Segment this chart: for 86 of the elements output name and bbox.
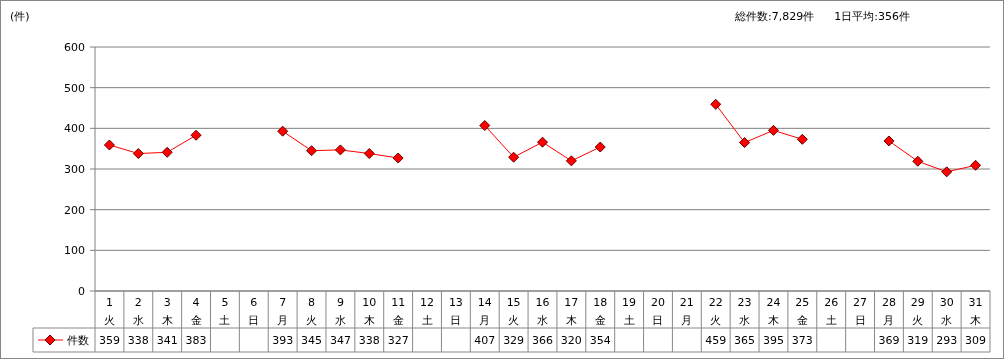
x-tick-label: 2 水 xyxy=(132,296,144,327)
x-tick-label: 21 月 xyxy=(679,296,694,327)
y-tick-label: 400 xyxy=(64,122,85,136)
point xyxy=(479,119,491,131)
x-tick-label: 27 日 xyxy=(853,296,868,327)
x-tick-label: 5 土 xyxy=(219,296,231,327)
data-label: 309 xyxy=(965,334,987,347)
x-tick-label: 19 土 xyxy=(622,296,637,327)
y-tick-label: 500 xyxy=(64,81,85,95)
data-label: 459 xyxy=(705,334,727,347)
point xyxy=(739,137,751,149)
data-label: 338 xyxy=(358,334,380,347)
x-tick-label: 4 金 xyxy=(190,296,202,327)
point xyxy=(941,166,953,178)
y-tick-label: 600 xyxy=(64,41,85,54)
data-label: 383 xyxy=(185,334,207,347)
x-tick-label: 18 金 xyxy=(593,296,608,327)
x-tick-label: 16 水 xyxy=(535,296,550,327)
y-tick-label: 0 xyxy=(78,285,85,298)
x-tick-label: 14 月 xyxy=(477,296,492,327)
x-tick-label: 24 木 xyxy=(766,296,781,327)
x-tick-label: 23 水 xyxy=(737,296,752,327)
x-tick-label: 8 火 xyxy=(306,296,318,327)
point xyxy=(710,98,722,110)
point xyxy=(363,148,375,160)
x-tick-label: 31 木 xyxy=(968,296,983,327)
text: 1日平均:356件 xyxy=(834,10,910,23)
point xyxy=(565,155,577,167)
text: 総件数:7,829件 xyxy=(734,10,815,23)
point xyxy=(883,135,895,147)
data-label: 369 xyxy=(878,334,900,347)
data-label: 347 xyxy=(329,334,351,347)
x-tick-label: 7 月 xyxy=(277,296,289,327)
x-tick-label: 11 金 xyxy=(391,296,406,327)
data-label: 354 xyxy=(589,334,611,347)
x-tick-label: 26 土 xyxy=(824,296,839,327)
y-tick-label: 200 xyxy=(64,203,85,217)
point xyxy=(132,148,144,160)
x-tick-label: 3 木 xyxy=(161,296,173,327)
x-tick-label: 12 土 xyxy=(420,296,435,327)
point xyxy=(912,155,924,167)
point xyxy=(161,146,173,158)
x-tick-label: 1 火 xyxy=(103,296,115,327)
point xyxy=(306,145,318,157)
data-label: 395 xyxy=(762,334,784,347)
y-axis-title: (件) xyxy=(10,10,30,23)
point xyxy=(537,136,548,148)
data-label: 327 xyxy=(387,334,409,347)
point xyxy=(392,152,404,164)
point xyxy=(334,144,346,156)
x-tick-label: 15 火 xyxy=(506,296,521,327)
legend-label: 件数 xyxy=(67,334,89,347)
x-tick-label: 10 木 xyxy=(362,296,377,327)
data-label: 366 xyxy=(532,334,553,347)
x-tick-label: 25 金 xyxy=(795,296,810,327)
x-tick-label: 13 日 xyxy=(448,296,463,327)
x-tick-label: 22 火 xyxy=(708,296,723,327)
x-tick-label: 30 水 xyxy=(939,296,954,327)
point xyxy=(277,125,289,137)
data-label: 293 xyxy=(936,334,958,347)
x-tick-label: 20 日 xyxy=(650,296,665,327)
data-label: 345 xyxy=(301,334,323,347)
y-tick-label: 300 xyxy=(64,163,85,176)
point xyxy=(594,141,606,153)
x-tick-label: 29 火 xyxy=(910,296,925,327)
data-label: 373 xyxy=(791,334,813,347)
data-label: 341 xyxy=(156,334,178,347)
point xyxy=(796,133,808,145)
data-label: 338 xyxy=(127,334,149,347)
data-label: 393 xyxy=(272,334,294,347)
x-tick-label: 6 日 xyxy=(248,296,260,327)
x-tick-label: 9 水 xyxy=(334,296,346,327)
point xyxy=(970,159,982,171)
y-tick-label: 100 xyxy=(64,244,85,258)
point xyxy=(103,139,115,151)
point xyxy=(767,124,779,136)
x-tick-label: 17 木 xyxy=(564,296,579,327)
x-tick-label: 28 月 xyxy=(881,296,896,327)
data-label: 319 xyxy=(907,334,929,347)
point xyxy=(508,151,520,163)
data-label: 365 xyxy=(734,334,756,347)
data-label: 329 xyxy=(503,334,525,347)
data-label: 407 xyxy=(474,334,496,347)
data-label: 320 xyxy=(560,334,582,347)
data-label: 359 xyxy=(98,334,120,347)
point xyxy=(190,129,202,141)
